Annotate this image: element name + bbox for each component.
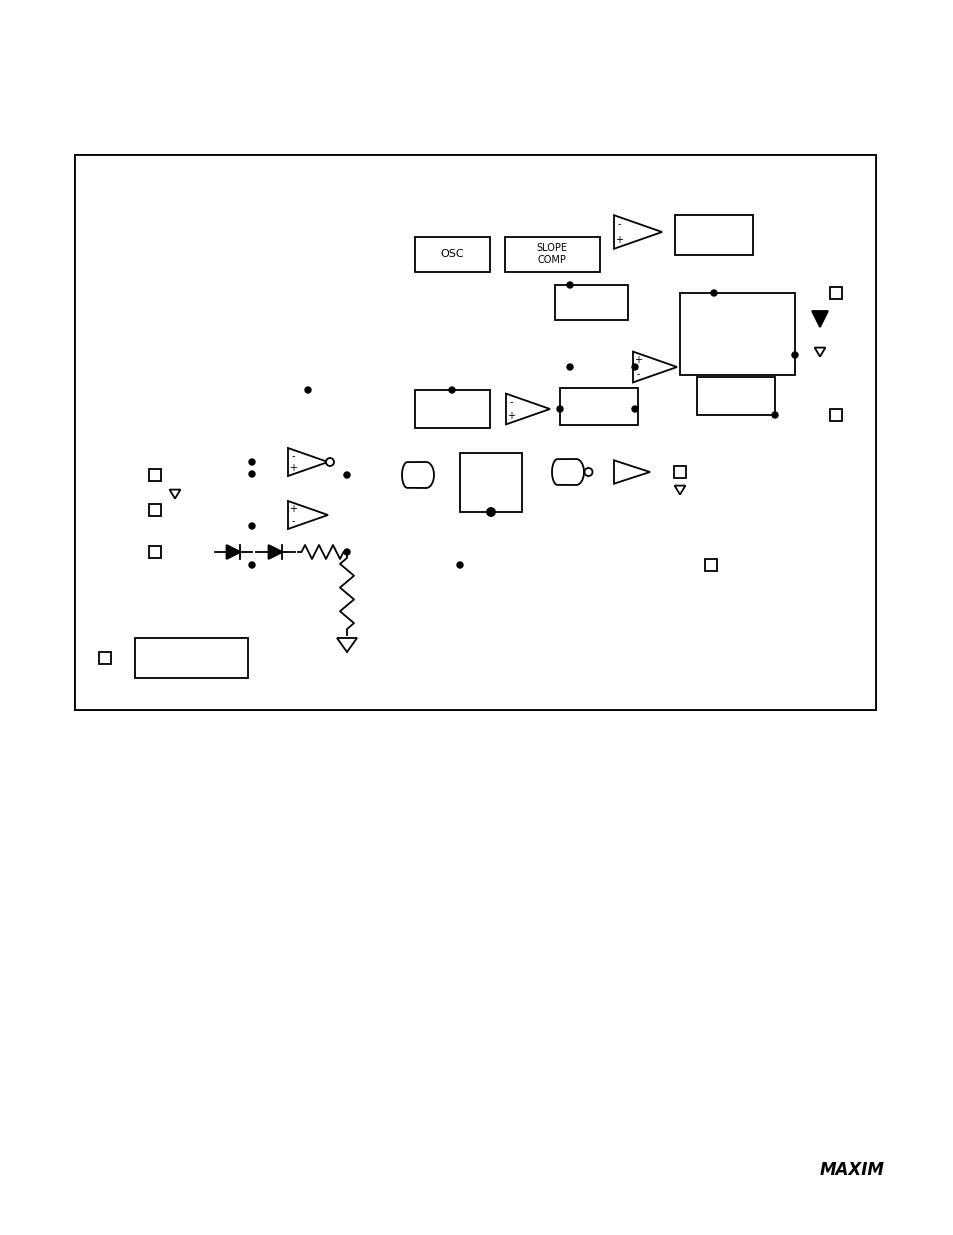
Bar (829, 409, 841, 421)
Circle shape (791, 352, 797, 358)
Circle shape (566, 282, 573, 288)
Text: OSC: OSC (439, 249, 463, 259)
Bar (415, 390, 490, 429)
Bar (99, 652, 111, 664)
Text: MAXIM: MAXIM (118, 174, 177, 189)
Text: -: - (291, 451, 294, 461)
Text: -: - (291, 516, 294, 526)
Circle shape (486, 508, 495, 516)
Polygon shape (401, 462, 434, 488)
Polygon shape (614, 461, 649, 484)
Circle shape (344, 550, 350, 555)
Circle shape (249, 471, 254, 477)
Bar (829, 287, 841, 299)
Polygon shape (814, 347, 824, 357)
Text: +: + (289, 463, 296, 473)
Bar (75, 156, 875, 710)
Bar (149, 546, 161, 558)
Circle shape (249, 562, 254, 568)
Polygon shape (336, 638, 356, 652)
Bar (675, 215, 752, 254)
Bar (555, 285, 627, 320)
Circle shape (557, 406, 562, 412)
Polygon shape (552, 459, 583, 485)
Polygon shape (614, 215, 661, 248)
Bar (697, 377, 774, 415)
Polygon shape (288, 448, 328, 475)
Text: +: + (289, 504, 296, 514)
Text: MAXIM: MAXIM (820, 1161, 884, 1179)
Circle shape (326, 458, 334, 466)
Polygon shape (674, 485, 684, 494)
Text: +: + (634, 354, 641, 366)
Circle shape (771, 412, 778, 417)
Bar (679, 293, 794, 375)
Circle shape (449, 387, 455, 393)
Circle shape (584, 468, 592, 475)
Polygon shape (226, 545, 240, 559)
Polygon shape (811, 311, 827, 327)
Text: -: - (509, 396, 512, 408)
Circle shape (566, 364, 573, 370)
Circle shape (631, 406, 638, 412)
Bar (504, 237, 599, 272)
Bar (135, 638, 248, 678)
Bar (149, 504, 161, 516)
Bar (559, 388, 638, 425)
Text: -: - (617, 220, 620, 230)
Circle shape (249, 522, 254, 529)
Circle shape (456, 562, 462, 568)
Text: +: + (506, 411, 515, 421)
Text: -: - (636, 369, 639, 379)
Bar (704, 559, 717, 571)
Text: +: + (615, 235, 622, 245)
Bar (673, 466, 685, 478)
Circle shape (631, 364, 638, 370)
Circle shape (305, 387, 311, 393)
Bar (415, 237, 490, 272)
Text: SLOPE
COMP: SLOPE COMP (536, 243, 567, 264)
Circle shape (710, 290, 717, 296)
Polygon shape (505, 394, 550, 425)
Circle shape (344, 472, 350, 478)
Bar (149, 469, 161, 480)
Circle shape (249, 459, 254, 466)
Polygon shape (633, 352, 677, 383)
Bar (459, 453, 521, 513)
Bar (75, 156, 875, 710)
Polygon shape (170, 489, 180, 499)
Polygon shape (268, 545, 282, 559)
Circle shape (488, 509, 494, 515)
Polygon shape (288, 501, 328, 529)
